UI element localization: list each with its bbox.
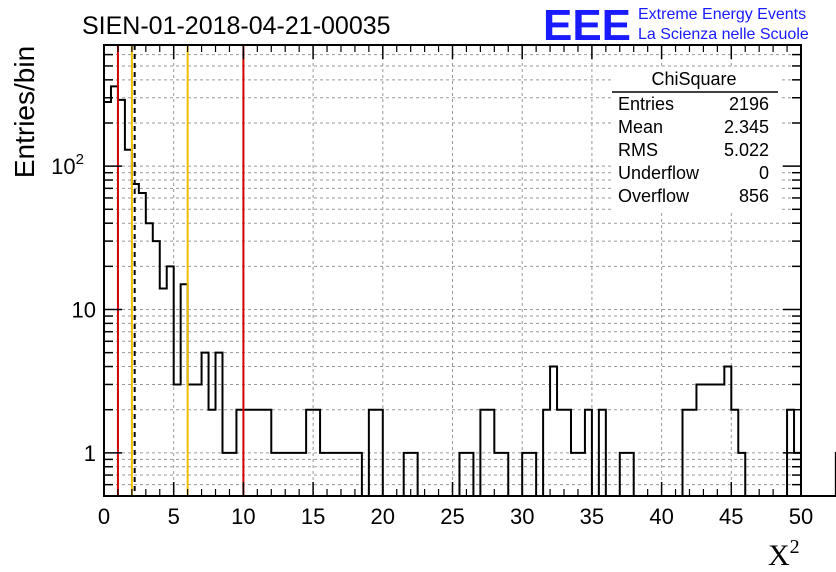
eee-logo-line1: Extreme Energy Events [638, 6, 806, 23]
stats-box: ChiSquare Entries 2196 Mean 2.345 RMS 5.… [612, 68, 780, 210]
eee-logo: EEE Extreme Energy Events La Scienza nel… [543, 1, 809, 50]
x-tick-label: 30 [510, 504, 534, 529]
stats-label-entries: Entries [618, 94, 674, 114]
stats-value-entries: 2196 [729, 94, 769, 114]
stats-box-title: ChiSquare [651, 69, 736, 89]
stats-value-rms: 5.022 [724, 140, 769, 160]
eee-logo-mark: EEE [543, 1, 631, 50]
histogram-outline [103, 85, 836, 497]
x-tick-label: 45 [719, 504, 743, 529]
x-axis-title-sup: 2 [790, 536, 800, 558]
x-tick-label: 15 [301, 504, 325, 529]
y-tick-label: 1 [84, 441, 96, 466]
x-tick-label: 35 [580, 504, 604, 529]
x-axis-title: X2 [768, 536, 800, 572]
axis-ticks: 0 5 10 15 20 25 30 35 40 45 50 1 10 102 [51, 44, 813, 529]
x-tick-label: 5 [168, 504, 180, 529]
x-tick-label: 50 [789, 504, 813, 529]
stats-label-underflow: Underflow [618, 163, 700, 183]
grid-lines [104, 45, 801, 496]
histogram-bars [103, 85, 836, 497]
x-tick-label: 25 [440, 504, 464, 529]
x-tick-label: 10 [231, 504, 255, 529]
x-axis-title-main: X [768, 539, 790, 572]
stats-label-overflow: Overflow [618, 186, 690, 206]
chart-title: SIEN-01-2018-04-21-00035 [82, 12, 391, 40]
x-tick-label: 40 [649, 504, 673, 529]
reference-lines [116, 45, 245, 496]
eee-logo-line2: La Scienza nelle Scuole [638, 26, 809, 43]
stats-value-overflow: 856 [739, 186, 769, 206]
stats-label-mean: Mean [618, 117, 663, 137]
x-tick-label: 0 [98, 504, 110, 529]
stats-value-underflow: 0 [759, 163, 769, 183]
y-tick-label: 102 [51, 151, 84, 179]
y-tick-label: 10 [72, 297, 96, 322]
x-tick-label: 20 [371, 504, 395, 529]
y-axis-title: Entries/bin [9, 46, 40, 178]
stats-label-rms: RMS [618, 140, 658, 160]
stats-value-mean: 2.345 [724, 117, 769, 137]
